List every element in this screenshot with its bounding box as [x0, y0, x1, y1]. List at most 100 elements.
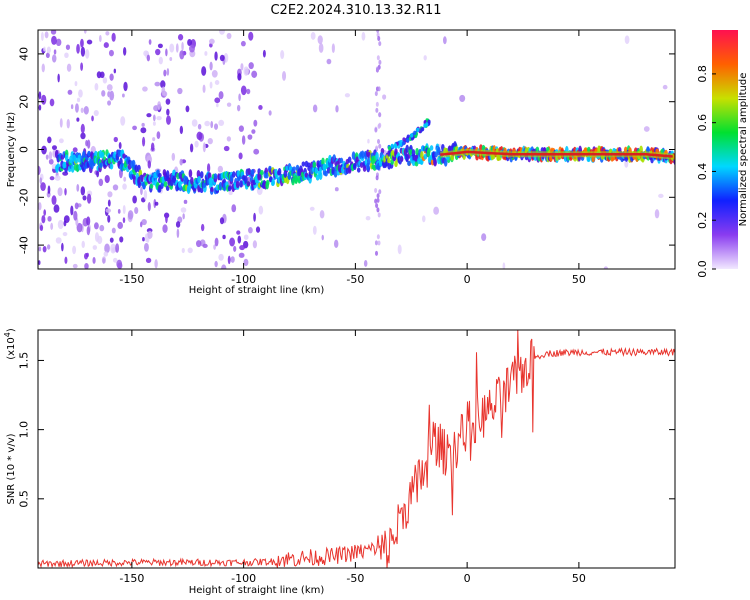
noise-dot [103, 42, 109, 49]
x-tick-label: 50 [572, 572, 586, 585]
noise-dot [92, 245, 98, 250]
noise-dot [132, 125, 137, 131]
noise-dot [213, 244, 217, 250]
noise-dot [310, 31, 316, 40]
noise-dot [248, 62, 254, 70]
branch-dot [390, 143, 394, 149]
noise-dot [163, 91, 168, 97]
noise-dot [147, 201, 151, 212]
noise-dot [127, 210, 134, 220]
noise-dot [53, 49, 57, 55]
noise-dot [253, 119, 258, 127]
branch-dot [401, 141, 406, 146]
ridge-dot [199, 187, 204, 193]
noise-dot [70, 205, 74, 216]
noise-dot [236, 230, 241, 235]
branch-dot [406, 134, 410, 139]
y-tick-label: 20 [18, 95, 31, 109]
noise-dot [312, 104, 318, 113]
y-tick-label: -40 [18, 236, 31, 254]
noise-dot [262, 49, 266, 58]
noise-dot [209, 61, 213, 71]
ridge-dot [239, 180, 243, 188]
y-axis-label: SNR (10 * v/v) [6, 433, 17, 504]
noise-dot [344, 93, 351, 98]
noise-dot [433, 206, 440, 215]
noise-dot [237, 73, 242, 81]
noise-dot [76, 43, 80, 54]
noise-dot [160, 80, 166, 89]
ridge-dot [100, 151, 105, 159]
noise-dot [46, 46, 51, 54]
noise-dot [45, 154, 49, 160]
noise-dot [248, 227, 253, 234]
branch-dot [420, 127, 424, 132]
noise-dot [120, 116, 126, 126]
branch-dot [406, 137, 410, 143]
noise-dot [181, 247, 185, 254]
noise-dot [253, 148, 260, 155]
noise-dot [105, 31, 110, 36]
noise-dot [72, 263, 78, 269]
noise-dot [240, 85, 247, 96]
ridge-dot [246, 181, 251, 187]
ridge-dot [291, 177, 295, 186]
noise-dot [113, 136, 118, 143]
noise-dot [109, 73, 114, 81]
plot-frame [37, 329, 676, 569]
noise-dot [152, 121, 156, 126]
ridge-dot [347, 156, 352, 163]
colorbar-label: Normalized spectral amplitude [738, 73, 749, 227]
noise-dot [51, 54, 57, 63]
noise-dot [231, 204, 237, 213]
noise-dot [53, 204, 60, 213]
noise-dot [40, 31, 44, 42]
noise-dot [42, 245, 47, 253]
noise-dot [243, 66, 249, 76]
noise-dot [103, 251, 109, 257]
noise-dot [246, 88, 251, 95]
noise-dot [54, 175, 61, 181]
snr-panel: -150 -100 -50 0 50 0.5 1.0 1.5 Height of straigh… [3, 328, 676, 596]
noise-dot [38, 260, 41, 265]
ridge-dot [321, 157, 325, 166]
x-tick-label: -150 [119, 572, 144, 585]
noise-dot [117, 262, 123, 269]
noise-dot [41, 215, 46, 224]
noise-dot [112, 257, 118, 263]
noise-dot [182, 213, 185, 220]
noise-dot [49, 98, 55, 107]
y-axis-label: Frequency (Hz) [6, 112, 17, 188]
ridge-dot [199, 171, 204, 179]
noise-dot [122, 183, 127, 190]
noise-dot [658, 193, 664, 199]
noise-dot [41, 63, 45, 73]
noise-dot [140, 186, 143, 196]
noise-dot [72, 245, 77, 255]
noise-dot [80, 107, 84, 114]
noise-dot [243, 234, 249, 240]
noise-dot [123, 47, 127, 56]
noise-dot [102, 77, 108, 84]
noise-dot [145, 257, 152, 264]
noise-dot [223, 145, 230, 152]
noise-dot [171, 152, 176, 161]
noise-dot [144, 233, 148, 242]
noise-dot [282, 70, 287, 81]
noise-dot [157, 43, 163, 49]
ridge-dot [409, 149, 413, 156]
ridge-dot [292, 166, 296, 172]
noise-dot [258, 105, 263, 110]
noise-dot [238, 152, 243, 160]
noise-dot [377, 86, 381, 92]
noise-dot [227, 255, 231, 265]
noise-dot [48, 151, 53, 160]
ridge-dot [387, 157, 391, 164]
plot-frame [37, 29, 676, 270]
noise-dot [204, 51, 208, 56]
noise-dot [143, 189, 148, 200]
x-axis-label: Height of straight line (km) [189, 285, 325, 296]
noise-dot [237, 235, 242, 244]
noise-dot [99, 224, 105, 232]
